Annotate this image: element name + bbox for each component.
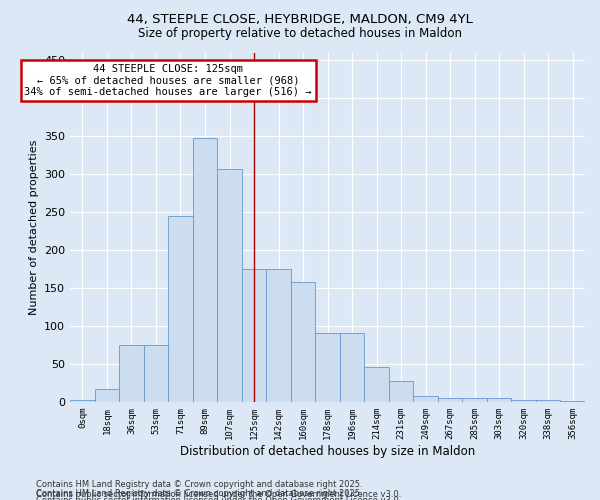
Bar <box>70 400 95 402</box>
Text: Size of property relative to detached houses in Maldon: Size of property relative to detached ho… <box>138 28 462 40</box>
Bar <box>389 382 413 402</box>
Bar <box>340 334 364 402</box>
Bar <box>291 282 316 402</box>
Bar <box>217 168 242 402</box>
Bar <box>168 216 193 402</box>
Bar <box>242 269 266 402</box>
Bar <box>119 345 144 402</box>
Bar <box>316 334 340 402</box>
Bar <box>266 269 291 402</box>
Bar <box>487 398 511 402</box>
Y-axis label: Number of detached properties: Number of detached properties <box>29 140 38 315</box>
Bar <box>511 400 536 402</box>
Bar <box>463 398 487 402</box>
Bar <box>193 138 217 402</box>
Bar <box>413 396 438 402</box>
Text: Contains HM Land Registry data © Crown copyright and database right 2025.
Contai: Contains HM Land Registry data © Crown c… <box>36 480 401 499</box>
Text: 44 STEEPLE CLOSE: 125sqm
← 65% of detached houses are smaller (968)
34% of semi-: 44 STEEPLE CLOSE: 125sqm ← 65% of detach… <box>25 64 312 97</box>
Bar <box>560 401 585 402</box>
X-axis label: Distribution of detached houses by size in Maldon: Distribution of detached houses by size … <box>180 444 475 458</box>
Bar <box>438 398 463 402</box>
Bar <box>144 345 168 402</box>
Text: Contains HM Land Registry data © Crown copyright and database right 2025.: Contains HM Land Registry data © Crown c… <box>36 488 362 498</box>
Text: Contains public sector information licensed under the Open Government Licence v3: Contains public sector information licen… <box>36 496 401 500</box>
Bar <box>364 367 389 402</box>
Text: 44, STEEPLE CLOSE, HEYBRIDGE, MALDON, CM9 4YL: 44, STEEPLE CLOSE, HEYBRIDGE, MALDON, CM… <box>127 12 473 26</box>
Bar <box>95 389 119 402</box>
Bar <box>536 400 560 402</box>
